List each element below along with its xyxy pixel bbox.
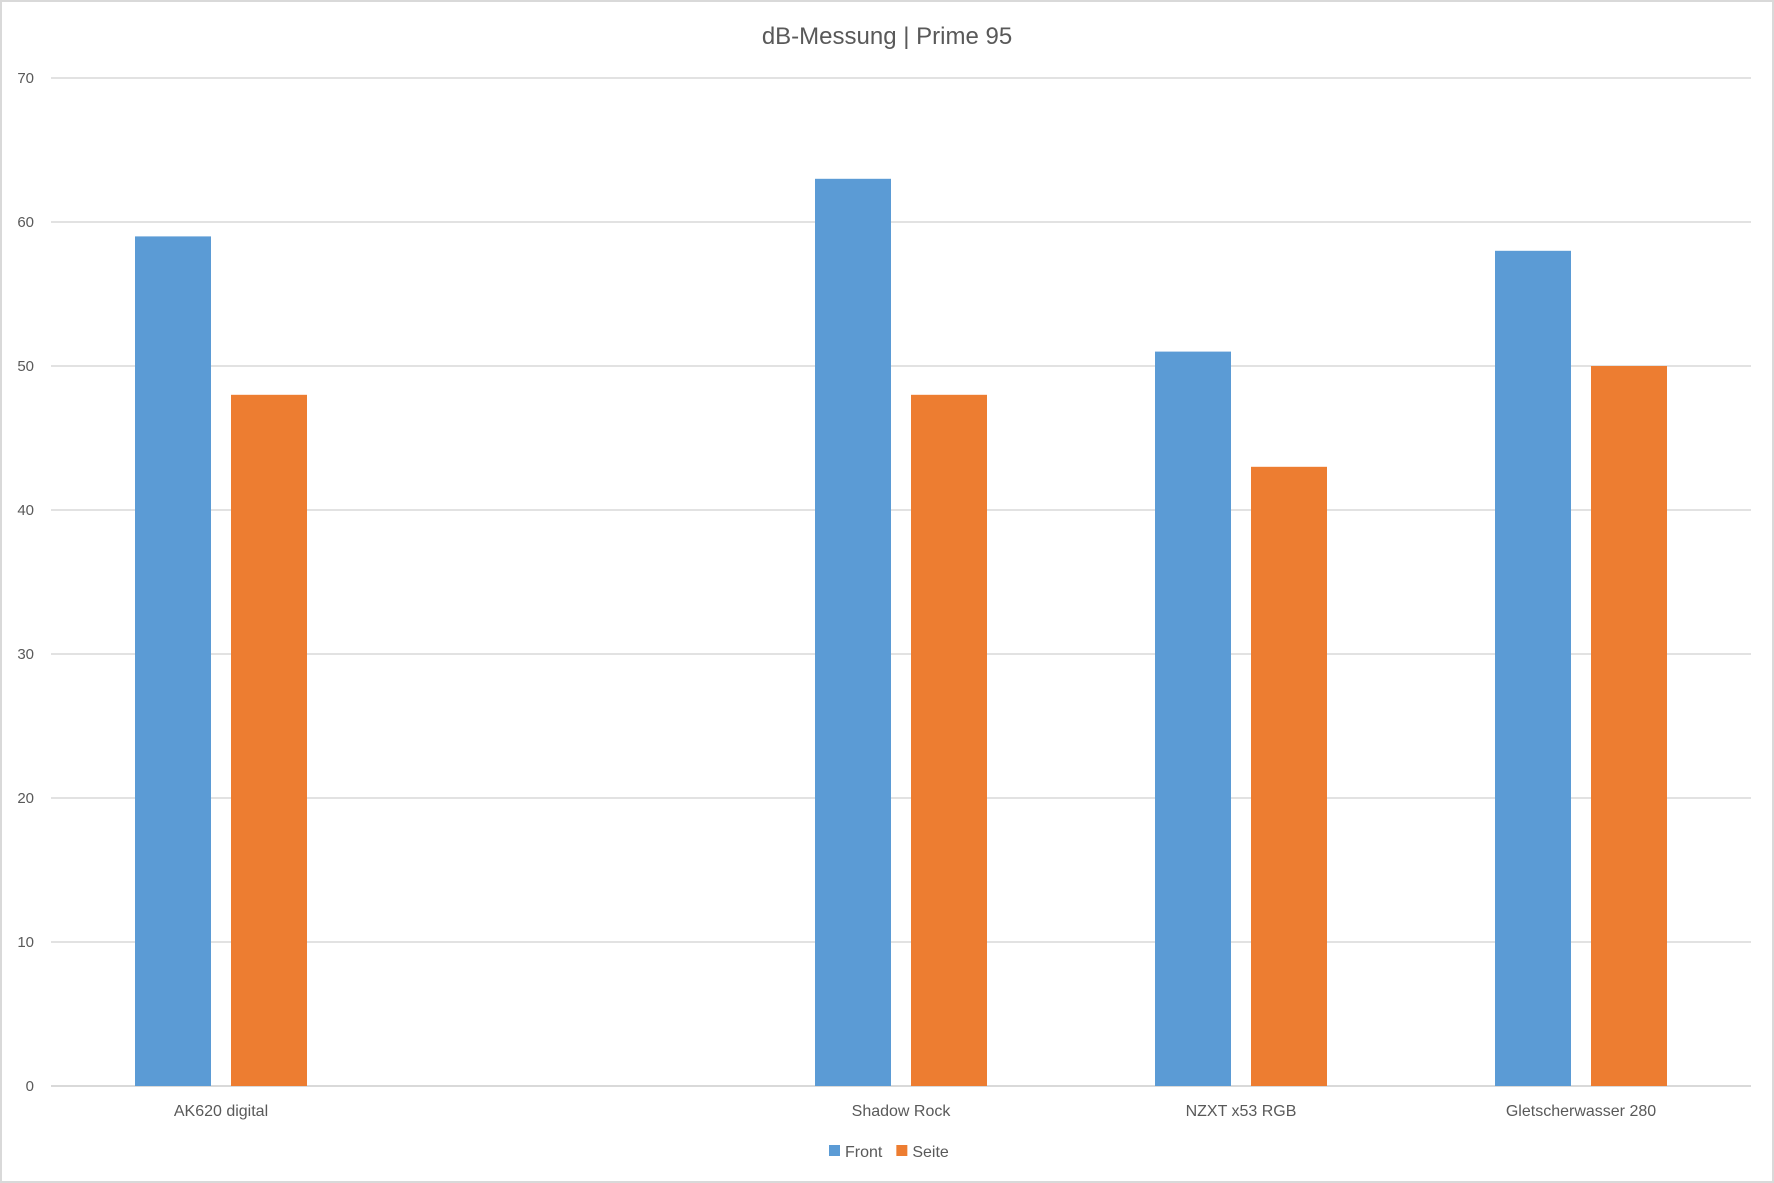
- y-tick-label: 30: [17, 646, 34, 663]
- y-tick-label: 70: [17, 70, 34, 87]
- y-tick-label: 60: [17, 214, 34, 231]
- chart-title: dB-Messung | Prime 95: [762, 23, 1012, 50]
- y-tick-label: 10: [17, 934, 34, 951]
- x-category-label: AK620 digital: [174, 1103, 268, 1120]
- bar-seite: [231, 394, 307, 1086]
- y-tick-label: 50: [17, 358, 34, 375]
- y-tick-label: 40: [17, 502, 34, 519]
- legend-label-front: Front: [845, 1144, 883, 1161]
- bar-seite: [1591, 366, 1667, 1086]
- y-tick-label: 0: [26, 1078, 34, 1095]
- bar-front: [135, 236, 211, 1086]
- y-tick-label: 20: [17, 790, 34, 807]
- legend-label-seite: Seite: [912, 1144, 949, 1161]
- x-category-label: NZXT x53 RGB: [1186, 1103, 1297, 1120]
- bar-seite: [1251, 466, 1327, 1086]
- bar-seite: [911, 394, 987, 1086]
- bar-front: [815, 178, 891, 1087]
- x-category-label: Shadow Rock: [852, 1103, 952, 1120]
- legend-swatch-front: [829, 1145, 840, 1156]
- bar-front: [1155, 351, 1231, 1087]
- x-category-label: Gletscherwasser 280: [1506, 1103, 1656, 1120]
- legend-swatch-seite: [896, 1145, 908, 1156]
- bar-front: [1495, 250, 1571, 1087]
